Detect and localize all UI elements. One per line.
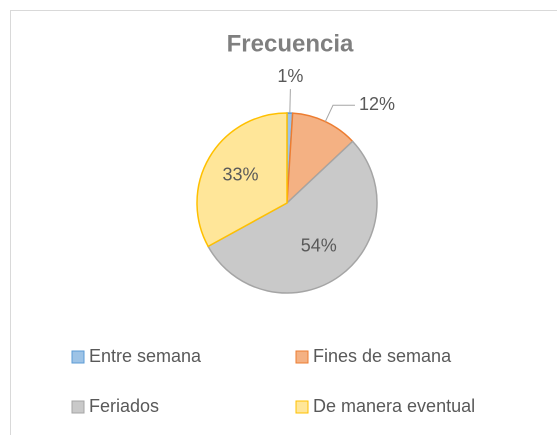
chart-title: Frecuencia: [227, 30, 354, 57]
leader-line: [324, 104, 355, 122]
legend-swatch: [71, 350, 85, 364]
pie-slice: [286, 112, 354, 205]
data-label: 1%: [277, 66, 303, 86]
data-label: 12%: [359, 94, 395, 114]
data-label: 54%: [301, 235, 337, 255]
legend-label: Fines de semana: [313, 346, 452, 366]
legend-label: Feriados: [89, 396, 159, 416]
pie-slice: [207, 140, 378, 294]
data-label: 33%: [223, 164, 259, 184]
legend-swatch: [71, 400, 85, 414]
legend-label: De manera eventual: [313, 396, 475, 416]
leader-line: [289, 89, 291, 114]
legend-swatch: [295, 400, 309, 414]
legend-label: Entre semana: [89, 346, 202, 366]
legend-swatch: [295, 350, 309, 364]
pie-slice: [196, 112, 288, 248]
